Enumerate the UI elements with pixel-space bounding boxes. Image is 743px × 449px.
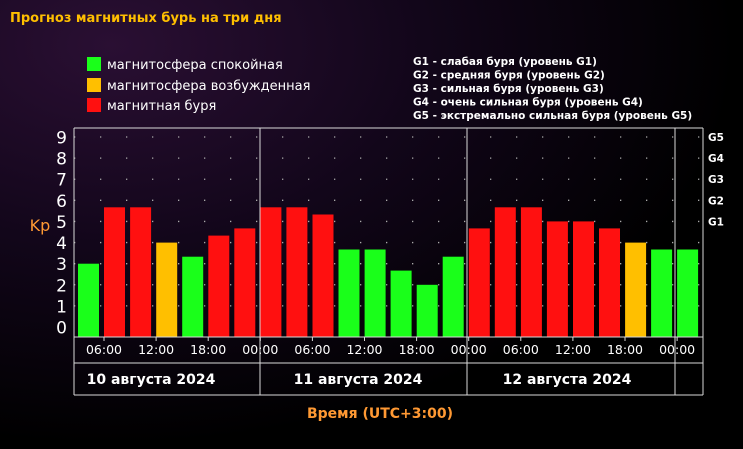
y-tick-label: 3 [56, 255, 67, 275]
legend-swatch-calm [87, 57, 101, 71]
storm-level-g3: G3 - сильная буря (уровень G3) [413, 83, 604, 95]
storm-level-tick: G3 [708, 174, 724, 186]
legend-label-calm: магнитосфера спокойная [107, 58, 283, 73]
x-tick-label: 18:00 [399, 342, 435, 357]
x-tick-label: 06:00 [86, 342, 122, 357]
kp-bar [416, 284, 438, 337]
x-tick-label: 18:00 [607, 342, 643, 357]
x-tick-label: 00:00 [242, 342, 278, 357]
storm-level-legend: G1 - слабая буря (уровень G1) G2 - средн… [413, 56, 692, 122]
x-tick-labels: 06:00 12:00 18:00 00:00 06:00 12:00 18:00 00:00… [86, 337, 695, 357]
kp-bar [78, 263, 99, 337]
y-tick-label: 6 [56, 192, 67, 212]
kp-bar [312, 214, 334, 337]
kp-bars [78, 207, 699, 337]
kp-bar [234, 228, 256, 337]
kp-bar [390, 270, 412, 337]
kp-bar [651, 249, 673, 337]
day-label: 12 августа 2024 [503, 372, 632, 388]
kp-bar [208, 235, 230, 337]
storm-level-tick: G4 [708, 153, 724, 165]
kp-bar [156, 242, 178, 337]
x-tick-label: 00:00 [659, 342, 695, 357]
storm-level-tick: G1 [708, 216, 724, 228]
kp-bar [625, 242, 647, 337]
x-tick-label: 12:00 [555, 342, 591, 357]
kp-bar [520, 207, 542, 337]
kp-bar [182, 256, 204, 337]
legend-label-excited: магнитосфера возбужденная [107, 79, 310, 94]
kp-bar [260, 207, 282, 337]
y-tick-label: 1 [56, 297, 67, 317]
kp-bar [546, 221, 568, 337]
storm-level-g1: G1 - слабая буря (уровень G1) [413, 56, 597, 68]
storm-level-tick: G2 [708, 195, 724, 207]
legend: магнитосфера спокойная магнитосфера возб… [87, 57, 310, 114]
y-tick-label: 8 [56, 150, 67, 170]
y-tick-label: 2 [56, 276, 67, 296]
kp-bar [573, 221, 594, 337]
kp-bar [677, 249, 699, 337]
x-tick-label: 00:00 [451, 342, 487, 357]
legend-swatch-excited [87, 78, 101, 92]
y-tick-label: 4 [56, 234, 67, 254]
legend-label-storm: магнитная буря [107, 99, 216, 114]
x-axis-label: Время (UTC+3:00) [307, 406, 453, 422]
x-tick-label: 06:00 [294, 342, 330, 357]
day-labels: 10 августа 2024 11 августа 2024 12 августа… [87, 372, 632, 388]
kp-bar [338, 249, 360, 337]
y-tick-label: 5 [56, 213, 67, 233]
kp-bar [494, 207, 516, 337]
storm-level-tick: G5 [708, 132, 724, 144]
storm-level-tick-labels: G1 G2 G3 G4 G5 [708, 132, 724, 228]
kp-bar [130, 207, 152, 337]
x-tick-label: 18:00 [190, 342, 226, 357]
kp-bar [104, 207, 125, 337]
legend-swatch-storm [87, 98, 101, 112]
kp-bar [468, 228, 490, 337]
day-label: 11 августа 2024 [294, 372, 423, 388]
y-tick-label: 0 [56, 319, 67, 339]
x-tick-label: 12:00 [138, 342, 174, 357]
y-axis-label: Kp [30, 216, 51, 235]
kp-bar [442, 256, 464, 337]
y-tick-label: 9 [56, 129, 67, 149]
kp-bar [286, 207, 308, 337]
storm-level-g4: G4 - очень сильная буря (уровень G4) [413, 97, 643, 109]
day-label: 10 августа 2024 [87, 372, 216, 388]
storm-level-g5: G5 - экстремально сильная буря (уровень … [413, 110, 692, 122]
storm-level-g2: G2 - средняя буря (уровень G2) [413, 70, 605, 82]
plot-frame [73, 127, 704, 396]
x-tick-label: 12:00 [346, 342, 382, 357]
x-tick-label: 06:00 [503, 342, 539, 357]
kp-bar [599, 228, 620, 337]
kp-bar [364, 249, 386, 337]
grid-dots [74, 136, 703, 307]
y-tick-label: 7 [56, 171, 67, 191]
chart-title: Прогноз магнитных бурь на три дня [10, 11, 282, 26]
